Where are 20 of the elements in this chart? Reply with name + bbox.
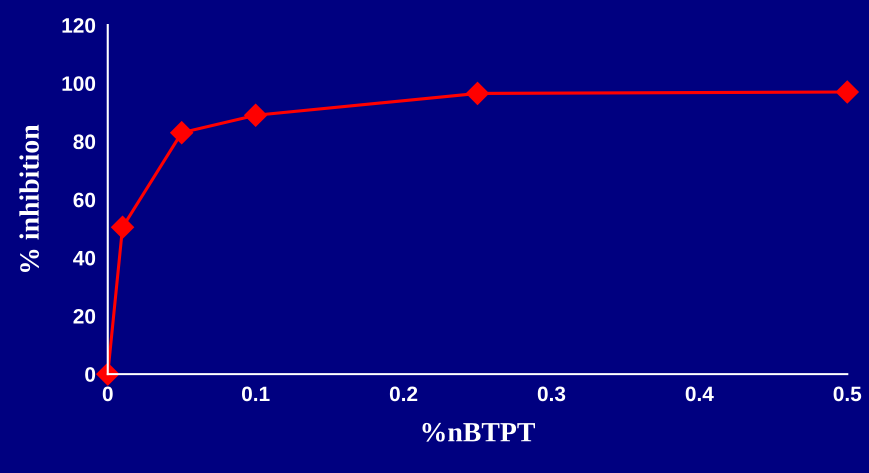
point: [111, 216, 134, 239]
x-tick-label: 0.1: [242, 386, 270, 402]
y-tick-label: 0: [85, 367, 96, 382]
y-tick-label: 100: [62, 76, 96, 91]
x-axis-title: %nBTPT: [422, 422, 535, 442]
y-tick-label: 20: [74, 308, 96, 324]
y-tick-label: 40: [73, 250, 96, 266]
y-axis-title: % inhibition: [19, 124, 39, 272]
x-tick-label: 0.5: [834, 386, 862, 402]
x-tick-label: 0.4: [686, 386, 714, 402]
y-tick-label: 80: [73, 134, 96, 150]
x-tick-label: 0: [102, 386, 113, 402]
x-tick-label: 0.2: [390, 386, 418, 402]
point: [244, 104, 268, 127]
point: [170, 121, 194, 144]
point: [466, 82, 490, 105]
x-tick-label: 0.3: [538, 386, 566, 402]
y-tick-label: 60: [74, 192, 96, 208]
y-tick-label: 120: [62, 18, 96, 33]
point: [836, 80, 859, 104]
